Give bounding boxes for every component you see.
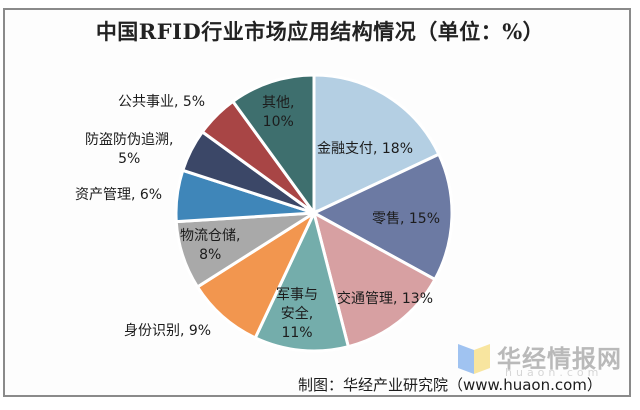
- label-public: 公共事业, 5%: [118, 94, 206, 110]
- watermark-text: 华经情报网: [497, 345, 622, 373]
- label-other: 其他, 10%: [262, 95, 295, 130]
- label-finance: 金融支付, 18%: [317, 141, 414, 157]
- chart-title: 中国RFID行业市场应用结构情况（单位：%）: [95, 19, 545, 44]
- watermark-logo-icon: [458, 344, 490, 374]
- label-retail: 零售, 15%: [372, 211, 441, 227]
- label-antitheft: 防盗防伪追溯, 5%: [85, 132, 174, 167]
- pie-slice: [312, 73, 441, 216]
- label-military: 军事与 安全, 11%: [276, 287, 318, 341]
- label-identity: 身份识别, 9%: [124, 323, 212, 339]
- watermark-subtext: huaon.com: [505, 366, 603, 379]
- pie-slice: [310, 152, 454, 282]
- pie-slice: [253, 208, 351, 353]
- label-traffic: 交通管理, 13%: [337, 291, 434, 307]
- pie-slice: [311, 210, 437, 349]
- label-assets: 资产管理, 6%: [75, 187, 163, 203]
- pie-slice: [230, 73, 316, 218]
- label-logistics: 物流仓储, 8%: [180, 228, 241, 263]
- source-credit: 制图：华经产业研究院（www.huaon.com）: [298, 376, 602, 394]
